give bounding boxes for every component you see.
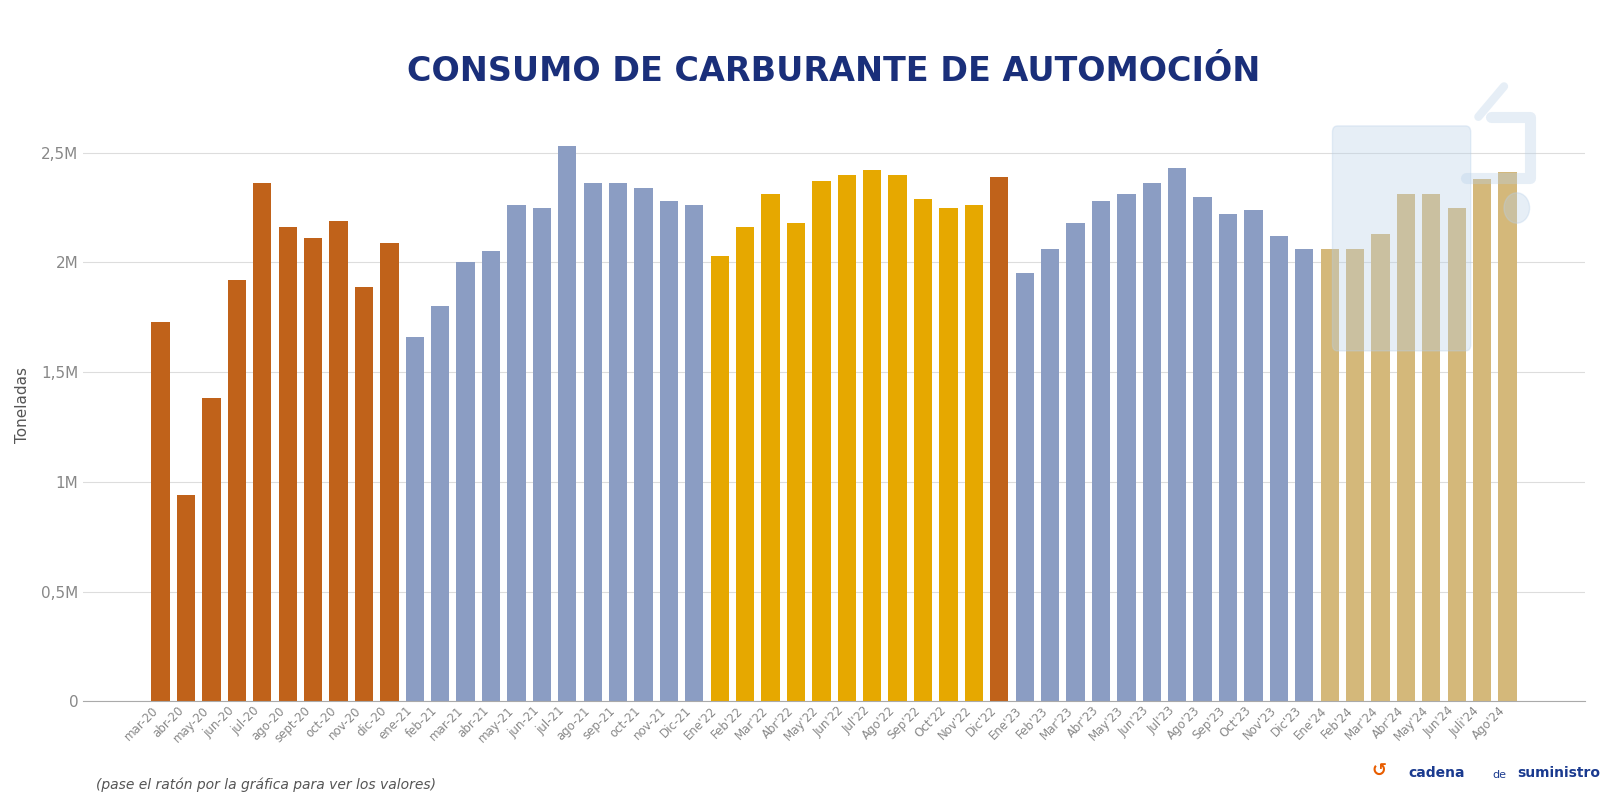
Bar (482, 251, 501, 702)
Text: de: de (1493, 770, 1507, 780)
Bar (355, 286, 373, 702)
Bar (1422, 194, 1440, 702)
Bar (1168, 168, 1186, 702)
Bar (1371, 234, 1390, 702)
Bar (838, 174, 856, 702)
Bar (1142, 183, 1162, 702)
Bar (1194, 197, 1211, 702)
Bar (1294, 250, 1314, 702)
Bar (558, 146, 576, 702)
Bar (685, 206, 704, 702)
Bar (178, 495, 195, 702)
Bar (456, 262, 475, 702)
Bar (304, 238, 322, 702)
Bar (1448, 207, 1466, 702)
Bar (406, 337, 424, 702)
Bar (584, 183, 602, 702)
Bar (253, 183, 272, 702)
Bar (1397, 194, 1414, 702)
Bar (278, 227, 298, 702)
Y-axis label: Toneladas: Toneladas (14, 367, 30, 443)
Bar (634, 188, 653, 702)
Bar (227, 280, 246, 702)
Bar (1320, 250, 1339, 702)
Text: suministro: suministro (1517, 766, 1600, 780)
Bar (1270, 236, 1288, 702)
Bar (990, 177, 1008, 702)
Text: ↺: ↺ (1371, 762, 1387, 780)
Bar (202, 398, 221, 702)
FancyBboxPatch shape (1333, 126, 1470, 351)
Bar (430, 306, 450, 702)
Bar (1016, 274, 1034, 702)
Text: (pase el ratón por la gráfica para ver los valores): (pase el ratón por la gráfica para ver l… (96, 778, 435, 792)
Bar (1474, 179, 1491, 702)
Bar (914, 198, 933, 702)
Bar (330, 221, 347, 702)
Bar (1499, 173, 1517, 702)
Bar (152, 322, 170, 702)
Bar (1219, 214, 1237, 702)
Bar (1091, 201, 1110, 702)
Title: CONSUMO DE CARBURANTE DE AUTOMOCIÓN: CONSUMO DE CARBURANTE DE AUTOMOCIÓN (408, 55, 1261, 88)
Bar (659, 201, 678, 702)
Bar (939, 207, 958, 702)
Bar (736, 227, 754, 702)
Text: cadena: cadena (1408, 766, 1464, 780)
Bar (1117, 194, 1136, 702)
Bar (1245, 210, 1262, 702)
Bar (381, 242, 398, 702)
Bar (710, 256, 730, 702)
Bar (533, 207, 550, 702)
Bar (1066, 223, 1085, 702)
Bar (888, 174, 907, 702)
Circle shape (1504, 193, 1530, 223)
Bar (862, 170, 882, 702)
Bar (965, 206, 982, 702)
Bar (813, 181, 830, 702)
Bar (610, 183, 627, 702)
Bar (762, 194, 779, 702)
Bar (787, 223, 805, 702)
Bar (1042, 250, 1059, 702)
Bar (507, 206, 525, 702)
Bar (1346, 250, 1365, 702)
